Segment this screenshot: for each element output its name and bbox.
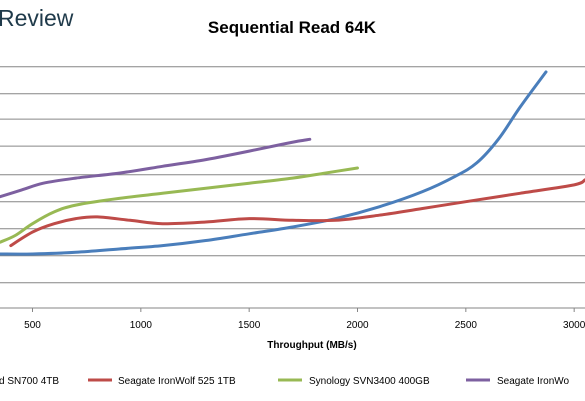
x-tick-label-1: 1000	[130, 320, 153, 331]
series-line-0	[0, 70, 548, 256]
chart-title: Sequential Read 64K	[208, 18, 377, 37]
legend-label-3: Seagate IronWo	[497, 376, 570, 387]
legend-label-2: Synology SVN3400 400GB	[309, 376, 430, 387]
logo-text: Review	[0, 5, 74, 31]
x-tick-label-5: 3000	[563, 320, 585, 331]
x-tick-label-2: 1500	[238, 320, 261, 331]
x-tick-label-0: 500	[24, 320, 41, 331]
series-line-1	[9, 178, 585, 248]
series-line-3	[0, 137, 312, 199]
x-axis-label: Throughput (MB/s)	[267, 340, 356, 351]
series-group	[0, 70, 585, 256]
legend: d SN700 4TB Seagate IronWolf 525 1TB Synol…	[0, 376, 570, 387]
legend-label-0: d SN700 4TB	[0, 376, 59, 387]
x-axis-ticks: 500 1000 1500 2000 2500 3000	[24, 308, 585, 331]
x-tick-label-3: 2000	[346, 320, 369, 331]
x-tick-label-4: 2500	[455, 320, 478, 331]
series-line-2	[0, 166, 359, 244]
legend-label-1: Seagate IronWolf 525 1TB	[118, 376, 236, 387]
